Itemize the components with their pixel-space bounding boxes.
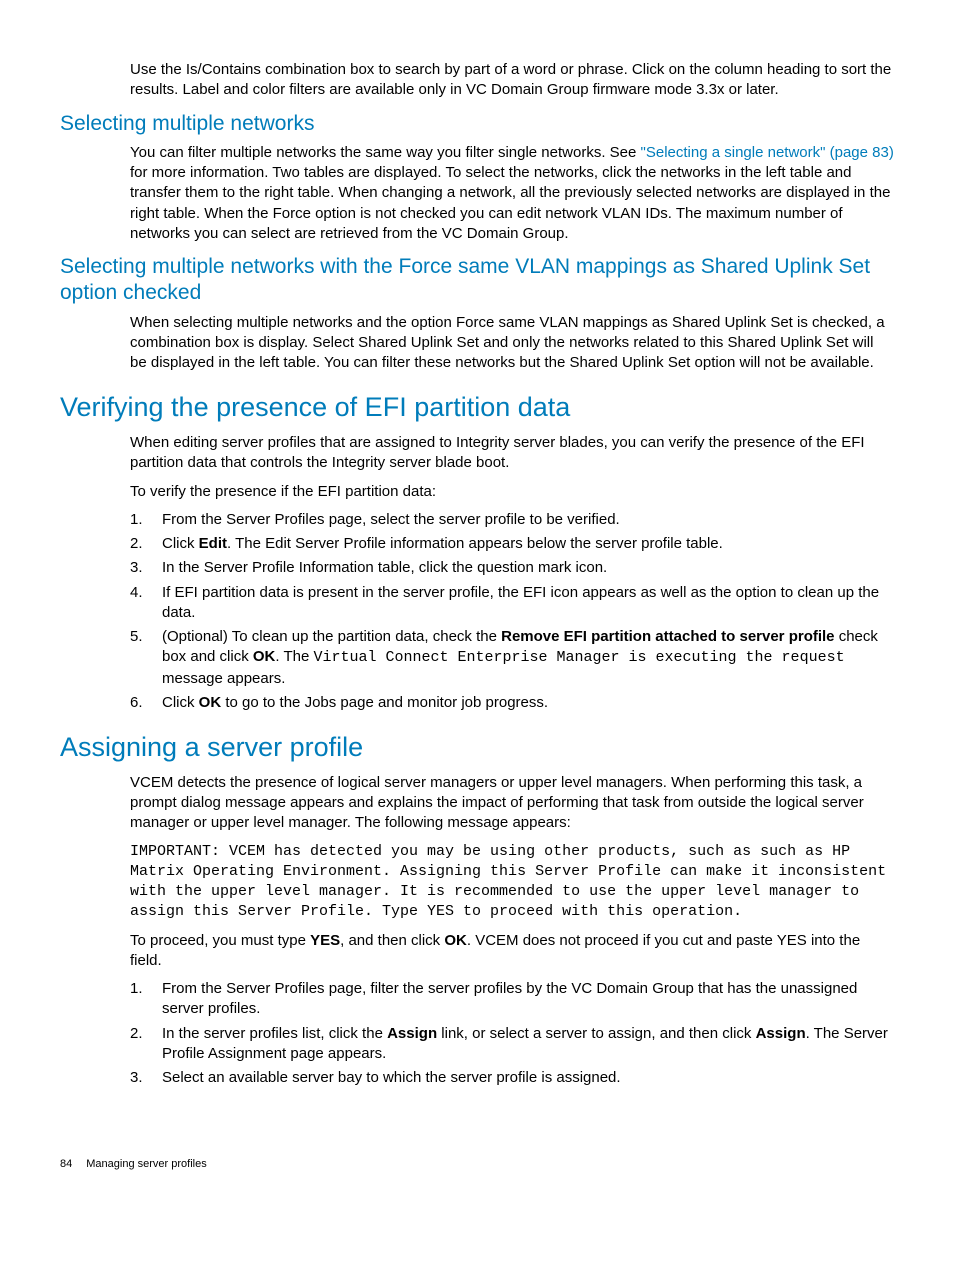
text: . The: [275, 648, 313, 665]
step-body: If EFI partition data is present in the …: [162, 583, 894, 624]
text: link, or select a server to assign, and …: [437, 1025, 755, 1042]
sec2-paragraph: When selecting multiple networks and the…: [60, 313, 894, 374]
step-number: 2.: [130, 1024, 162, 1065]
mono-message: Virtual Connect Enterprise Manager is ex…: [313, 649, 844, 666]
sec1-paragraph: You can filter multiple networks the sam…: [60, 143, 894, 244]
list-item: 4.If EFI partition data is present in th…: [130, 583, 894, 624]
list-item: 3.In the Server Profile Information tabl…: [130, 558, 894, 578]
step-body: From the Server Profiles page, select th…: [162, 510, 894, 530]
xref-selecting-single-network[interactable]: "Selecting a single network" (page 83): [641, 144, 894, 161]
list-item: 5.(Optional) To clean up the partition d…: [130, 627, 894, 689]
text: to go to the Jobs page and monitor job p…: [221, 694, 548, 711]
text: Click: [162, 694, 199, 711]
sec4-mono-block: IMPORTANT: VCEM has detected you may be …: [60, 842, 894, 923]
assign-steps-list: 1.From the Server Profiles page, filter …: [60, 979, 894, 1088]
sec1-para-pre: You can filter multiple networks the sam…: [130, 144, 641, 161]
step-body: In the Server Profile Information table,…: [162, 558, 894, 578]
step-number: 2.: [130, 534, 162, 554]
bold-yes: YES: [310, 932, 340, 949]
step-number: 4.: [130, 583, 162, 624]
bold-assign: Assign: [387, 1025, 437, 1042]
step-number: 1.: [130, 510, 162, 530]
step-body: Select an available server bay to which …: [162, 1068, 894, 1088]
list-item: 6.Click OK to go to the Jobs page and mo…: [130, 693, 894, 713]
footer-title: Managing server profiles: [86, 1158, 206, 1170]
list-item: 1.From the Server Profiles page, select …: [130, 510, 894, 530]
bold-ok: OK: [253, 648, 276, 665]
sec3-para1: When editing server profiles that are as…: [60, 433, 894, 474]
text: (Optional) To clean up the partition dat…: [162, 628, 501, 645]
page-footer: 84 Managing server profiles: [60, 1158, 894, 1170]
sec4-para2: To proceed, you must type YES, and then …: [60, 931, 894, 972]
efi-steps-list: 1.From the Server Profiles page, select …: [60, 510, 894, 713]
text: . The Edit Server Profile information ap…: [227, 535, 723, 552]
text: Click: [162, 535, 199, 552]
heading-verifying-efi: Verifying the presence of EFI partition …: [60, 391, 894, 425]
bold-remove-efi: Remove EFI partition attached to server …: [501, 628, 834, 645]
list-item: 2.Click Edit. The Edit Server Profile in…: [130, 534, 894, 554]
step-number: 3.: [130, 1068, 162, 1088]
intro-paragraph: Use the Is/Contains combination box to s…: [60, 60, 894, 101]
heading-force-same-vlan: Selecting multiple networks with the For…: [60, 254, 894, 307]
list-item: 3.Select an available server bay to whic…: [130, 1068, 894, 1088]
bold-ok: OK: [444, 932, 467, 949]
list-item: 1.From the Server Profiles page, filter …: [130, 979, 894, 1020]
heading-selecting-multiple-networks: Selecting multiple networks: [60, 111, 894, 137]
step-number: 6.: [130, 693, 162, 713]
text: To proceed, you must type: [130, 932, 310, 949]
step-body: (Optional) To clean up the partition dat…: [162, 627, 894, 689]
step-body: From the Server Profiles page, filter th…: [162, 979, 894, 1020]
bold-edit: Edit: [199, 535, 227, 552]
sec1-para-post: for more information. Two tables are dis…: [130, 164, 890, 242]
step-body: Click OK to go to the Jobs page and moni…: [162, 693, 894, 713]
step-body: In the server profiles list, click the A…: [162, 1024, 894, 1065]
text: In the server profiles list, click the: [162, 1025, 387, 1042]
step-number: 3.: [130, 558, 162, 578]
bold-assign: Assign: [756, 1025, 806, 1042]
sec4-para1: VCEM detects the presence of logical ser…: [60, 773, 894, 834]
step-number: 1.: [130, 979, 162, 1020]
text: message appears.: [162, 670, 285, 687]
list-item: 2.In the server profiles list, click the…: [130, 1024, 894, 1065]
sec3-para2: To verify the presence if the EFI partit…: [60, 482, 894, 502]
heading-assigning-server-profile: Assigning a server profile: [60, 731, 894, 765]
page-number: 84: [60, 1158, 72, 1170]
step-body: Click Edit. The Edit Server Profile info…: [162, 534, 894, 554]
step-number: 5.: [130, 627, 162, 689]
bold-ok: OK: [199, 694, 222, 711]
text: , and then click: [340, 932, 444, 949]
